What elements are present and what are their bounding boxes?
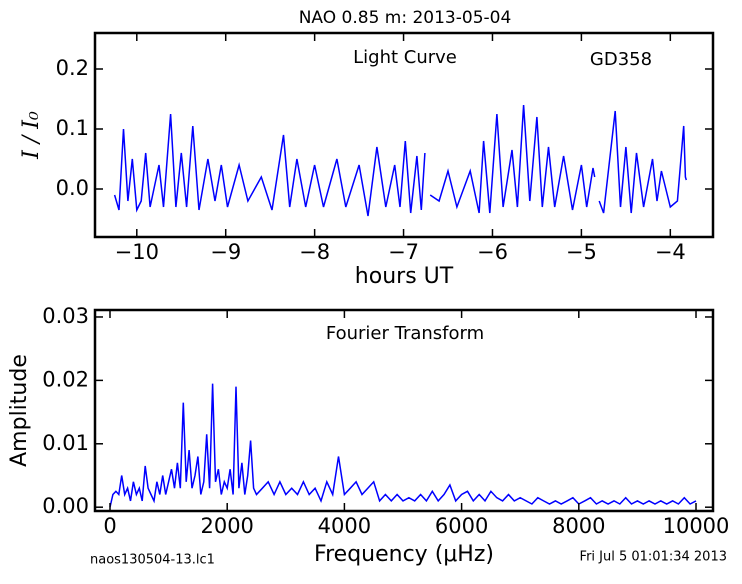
annotation: Light Curve [353, 47, 457, 68]
x-tick-label: −4 [655, 240, 686, 264]
x-tick-label: 4000 [318, 514, 371, 538]
x-tick-label: 2000 [200, 514, 253, 538]
axes-frame [93, 308, 715, 513]
x-tick-label: −9 [210, 240, 241, 264]
footer-file: naos130504-13.lc1 [90, 553, 215, 568]
y-axis-label: Amplitude [7, 354, 32, 467]
y-tick-label: 0.01 [42, 431, 89, 455]
y-tick-label: 0.02 [42, 367, 89, 391]
y-axis-label: I / I₀ [19, 111, 44, 160]
x-tick-label: 8000 [552, 514, 605, 538]
page-title: NAO 0.85 m: 2013-05-04 [299, 8, 512, 28]
x-axis-label: hours UT [355, 264, 454, 289]
x-tick-label: 10000 [663, 514, 730, 538]
x-tick-label: −8 [299, 240, 330, 264]
x-tick-label: −10 [115, 240, 159, 264]
annotation: Fourier Transform [326, 323, 484, 344]
x-tick-label: −6 [477, 240, 508, 264]
x-tick-label: −5 [566, 240, 597, 264]
x-axis-label: Frequency (μHz) [314, 542, 494, 567]
footer-date: Fri Jul 5 01:01:34 2013 [580, 550, 727, 565]
y-tick-label: 0.1 [56, 116, 89, 140]
x-tick-label: 0 [103, 514, 116, 538]
x-tick-label: −7 [388, 240, 419, 264]
y-tick-label: 0.00 [42, 494, 89, 518]
annotation: GD358 [590, 49, 652, 70]
data-line [109, 383, 697, 508]
x-tick-label: 6000 [435, 514, 488, 538]
data-line [113, 104, 688, 217]
y-tick-label: 0.0 [56, 176, 89, 200]
y-tick-label: 0.2 [56, 56, 89, 80]
y-tick-label: 0.03 [42, 304, 89, 328]
